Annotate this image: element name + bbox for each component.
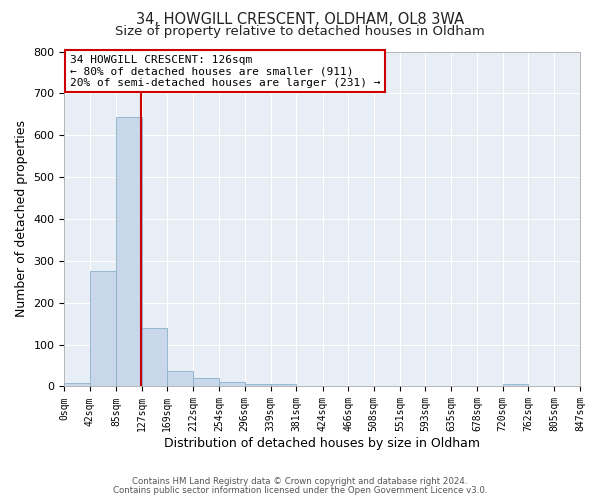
Text: 34 HOWGILL CRESCENT: 126sqm
← 80% of detached houses are smaller (911)
20% of se: 34 HOWGILL CRESCENT: 126sqm ← 80% of det… (70, 55, 380, 88)
Bar (245, 384, 271, 386)
Bar (167, 370, 193, 386)
Text: Contains public sector information licensed under the Open Government Licence v3: Contains public sector information licen… (113, 486, 487, 495)
Bar (90, 272, 116, 386)
Bar (64, 383, 90, 386)
Bar (219, 382, 245, 386)
Text: Size of property relative to detached houses in Oldham: Size of property relative to detached ho… (115, 25, 485, 38)
Text: 34, HOWGILL CRESCENT, OLDHAM, OL8 3WA: 34, HOWGILL CRESCENT, OLDHAM, OL8 3WA (136, 12, 464, 28)
Bar (116, 117, 142, 386)
Text: Contains HM Land Registry data © Crown copyright and database right 2024.: Contains HM Land Registry data © Crown c… (132, 477, 468, 486)
Bar (503, 384, 528, 386)
Bar (193, 378, 219, 386)
Bar (142, 328, 167, 386)
Y-axis label: Number of detached properties: Number of detached properties (15, 120, 28, 318)
Bar (271, 384, 296, 386)
X-axis label: Distribution of detached houses by size in Oldham: Distribution of detached houses by size … (164, 437, 480, 450)
